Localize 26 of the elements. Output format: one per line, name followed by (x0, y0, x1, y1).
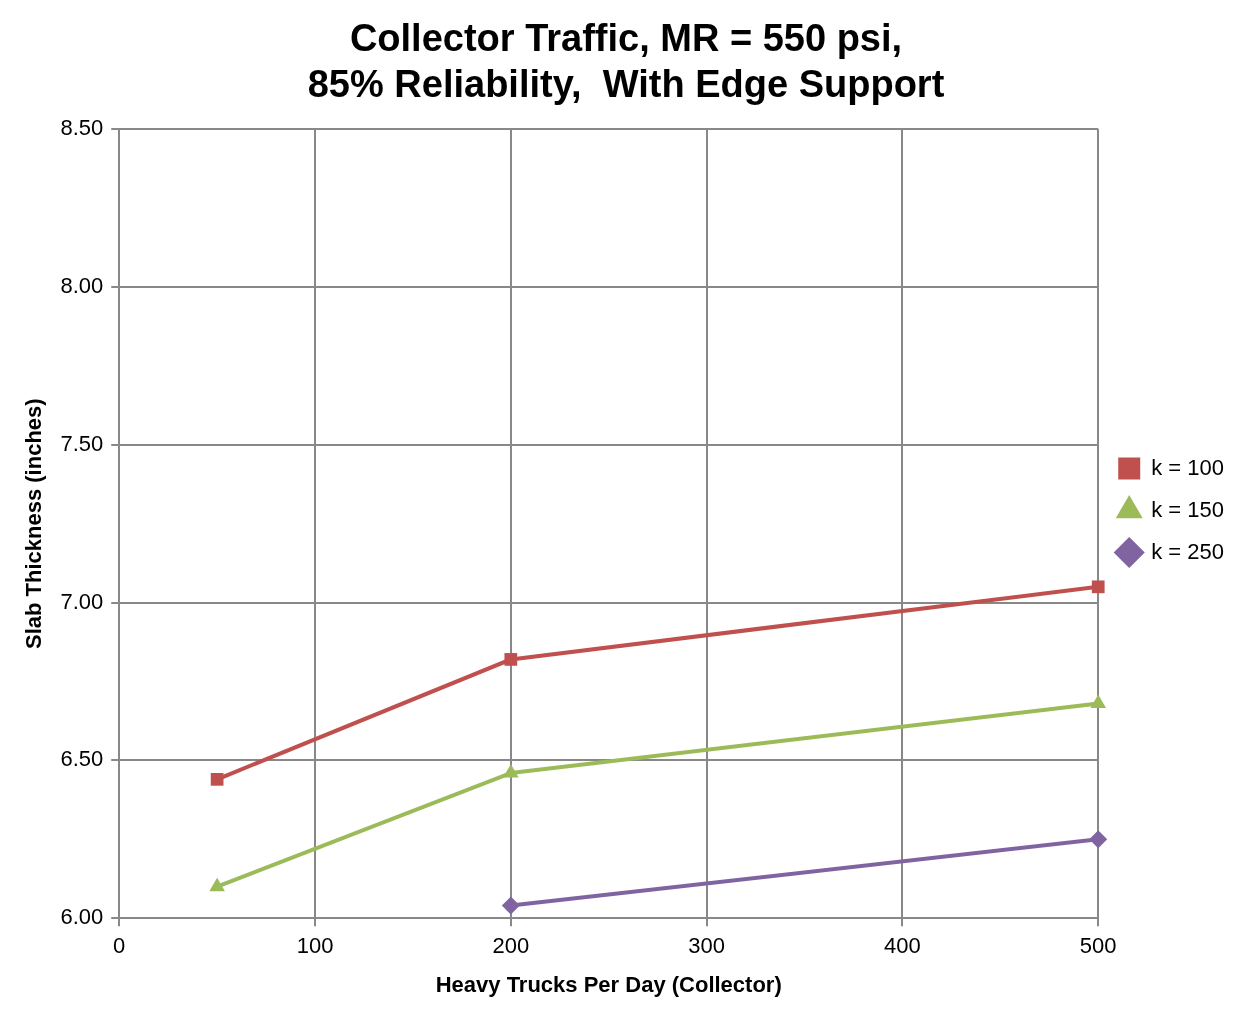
x-tick-label: 200 (492, 933, 530, 959)
y-axis-title: Slab Thickness (inches) (21, 398, 47, 650)
y-tick-label: 8.00 (60, 273, 104, 299)
y-tick-label: 6.50 (60, 746, 104, 772)
point (210, 772, 224, 786)
y-tick-label: 7.50 (60, 430, 104, 456)
chart-title: Collector Traffic, MR = 550 psi, 85% Reliability, With Edge Support (307, 17, 945, 105)
point (209, 877, 225, 892)
y-tick-label: 6.00 (60, 904, 104, 930)
point (504, 653, 518, 666)
y-tick-label: 8.50 (60, 115, 104, 141)
point (501, 896, 520, 915)
legend-label: k = 250 (1151, 538, 1224, 564)
legend-label: k = 100 (1151, 454, 1224, 480)
x-axis-title: Heavy Trucks Per Day (Collector) (435, 971, 782, 997)
y-tick-label: 7.00 (60, 588, 104, 614)
x-tick-label: 400 (884, 933, 921, 959)
x-tick-label: 0 (113, 933, 126, 959)
x-tick-label: 500 (1079, 933, 1117, 959)
point (503, 764, 519, 778)
x-tick-label: 100 (296, 933, 334, 959)
point (1091, 580, 1105, 594)
legend-label: k = 150 (1151, 496, 1224, 522)
point (1089, 830, 1108, 849)
point (1090, 694, 1107, 709)
x-tick-label: 300 (688, 933, 725, 959)
